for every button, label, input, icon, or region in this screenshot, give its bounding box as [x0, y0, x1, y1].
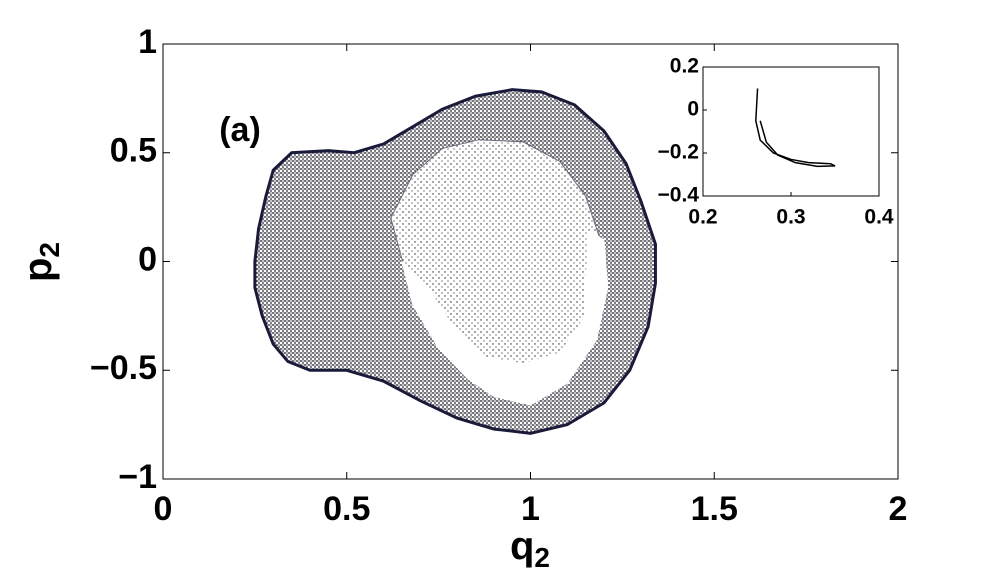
x-label-base: q	[510, 524, 534, 568]
annotation: (a)	[219, 111, 261, 149]
x-label-sub: 2	[534, 542, 550, 573]
y-tick-label: −0.5	[90, 349, 157, 387]
scatter-region	[400, 230, 609, 406]
x-tick-label: 1.5	[691, 490, 738, 528]
inset-y-tick-label: 0	[687, 98, 699, 121]
x-tick-label: 0	[154, 490, 173, 528]
inset-y-tick-label: −0.2	[658, 141, 699, 164]
x-axis-label: q2	[510, 524, 550, 574]
y-tick-label: 1	[138, 23, 157, 61]
inset-x-tick-label: 0.4	[864, 206, 894, 229]
x-tick-label: 0.5	[323, 490, 370, 528]
y-tick-label: −1	[118, 458, 157, 496]
inset-x-tick-label: 0.3	[776, 206, 805, 229]
x-tick-label: 2	[889, 490, 908, 528]
y-tick-label: 0	[138, 240, 157, 278]
inset-frame	[702, 66, 880, 197]
y-tick-label: 0.5	[110, 132, 157, 170]
inset-y-tick-label: 0.2	[670, 55, 699, 78]
inset-x-tick-label: 0.2	[688, 206, 717, 229]
y-label-base: p	[16, 258, 60, 282]
x-tick-label: 1	[521, 490, 540, 528]
inset-y-tick-label: −0.4	[658, 184, 700, 207]
y-label-sub: 2	[34, 242, 65, 258]
y-axis-label: p2	[16, 242, 66, 282]
inset-curve	[755, 88, 836, 168]
